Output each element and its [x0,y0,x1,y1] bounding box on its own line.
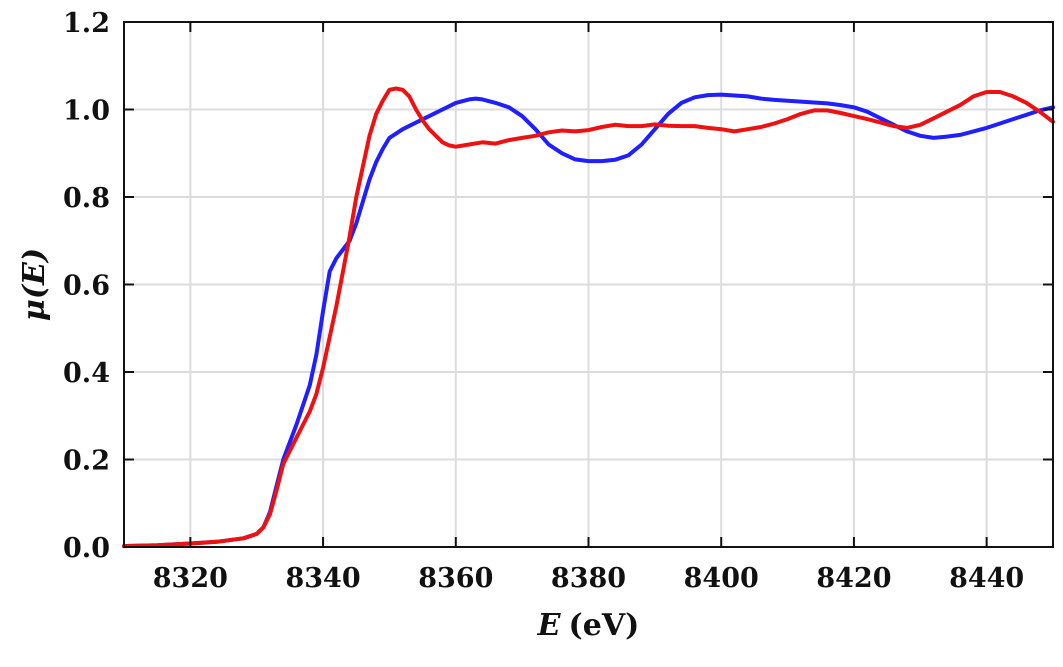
y-tick-label: 0.6 [63,271,110,302]
y-tick-label: 0.4 [63,358,110,389]
x-axis-title: E (eV) [537,608,640,643]
x-tick-label: 8420 [816,563,891,594]
tick-marks [124,21,1053,548]
x-tick-labels: 8320 8340 8360 8380 8400 8420 8440 [153,563,1024,594]
y-tick-label: 0.0 [63,533,110,564]
x-tick-label: 8380 [551,563,626,594]
x-tick-label: 8440 [949,563,1024,594]
x-tick-label: 8320 [153,563,228,594]
y-tick-label: 1.0 [63,96,110,127]
x-tick-label: 8360 [418,563,493,594]
gridlines [124,22,1053,547]
series-line-1 [122,92,1055,549]
y-tick-label: 1.2 [63,8,110,39]
x-tick-label: 8400 [684,563,759,594]
y-tick-label: 0.2 [63,446,110,477]
y-tick-label: 0.8 [63,183,110,214]
x-tick-label: 8340 [285,563,360,594]
y-axis-title: μ(E) [17,248,52,321]
series-group [122,86,1055,549]
x-axis-variable: E [537,608,562,643]
series-line-2 [122,86,1055,549]
x-axis-unit: (eV) [569,608,640,643]
y-tick-labels: 0.0 0.2 0.4 0.6 0.8 1.0 1.2 [63,8,110,564]
